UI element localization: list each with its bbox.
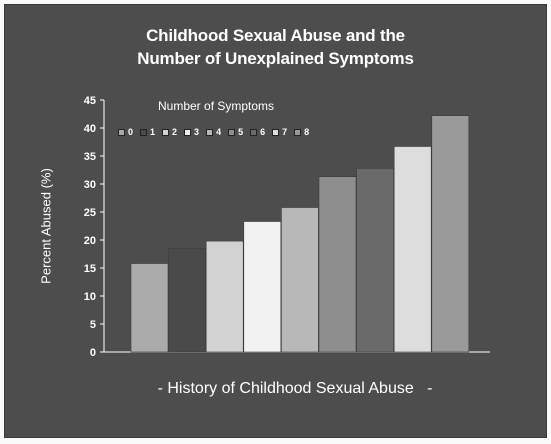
legend-item-2: 2 <box>162 127 177 137</box>
legend-swatch <box>294 128 302 136</box>
legend-item-8: 8 <box>294 127 309 137</box>
legend-label: 4 <box>216 127 222 137</box>
chart-title: Childhood Sexual Abuse and the Number of… <box>0 24 551 70</box>
legend-swatch <box>184 128 192 136</box>
chart-title-line-1: Childhood Sexual Abuse and the <box>146 26 405 45</box>
legend-label: 0 <box>128 127 134 137</box>
legend-swatch <box>118 128 125 136</box>
bar-symptoms-8 <box>431 115 470 353</box>
legend-swatch <box>206 128 214 136</box>
legend-item-3: 3 <box>184 127 199 137</box>
legend-swatch <box>272 128 280 136</box>
bar-symptoms-5 <box>318 176 357 353</box>
bar-symptoms-6 <box>356 168 394 353</box>
y-tick-label: 5 <box>90 319 96 331</box>
y-tick-label: 10 <box>84 291 96 303</box>
legend-label: 1 <box>150 127 156 137</box>
y-tick-label: 20 <box>84 235 96 247</box>
x-axis-label: - History of Childhood Sexual Abuse - <box>157 380 433 397</box>
legend-label: 2 <box>172 127 178 137</box>
y-tick-label: 45 <box>84 95 96 107</box>
y-tick-label: 0 <box>90 347 96 359</box>
legend-label: 5 <box>238 127 244 137</box>
bar-symptoms-3 <box>243 221 282 353</box>
y-tick-label: 30 <box>84 179 96 191</box>
legend-label: 7 <box>282 127 288 137</box>
y-tick-label: 15 <box>84 263 96 275</box>
legend-label: 6 <box>260 127 266 137</box>
legend-swatch <box>228 128 236 136</box>
bar-symptoms-7 <box>393 146 432 353</box>
legend-item-5: 5 <box>228 127 243 137</box>
legend-title: Number of Symptoms <box>158 99 275 113</box>
legend-item-7: 7 <box>272 127 287 137</box>
legend-item-1: 1 <box>140 127 155 137</box>
legend-swatch <box>162 128 170 136</box>
legend-swatch <box>250 128 258 136</box>
bar-symptoms-1 <box>168 248 206 353</box>
legend-item-0: 0 <box>118 127 133 137</box>
y-tick-label: 40 <box>84 123 96 135</box>
legend: 0 1 2 3 4 5 6 7 8 <box>118 127 316 137</box>
legend-label: 8 <box>304 127 310 137</box>
y-tick-label: 35 <box>84 151 96 163</box>
y-tick-label: 25 <box>84 207 96 219</box>
legend-label: 3 <box>194 127 200 137</box>
bar-symptoms-4 <box>281 207 319 353</box>
bar-symptoms-2 <box>205 240 244 353</box>
legend-item-4: 4 <box>206 127 221 137</box>
bar-symptoms-0 <box>130 263 169 353</box>
legend-swatch <box>140 128 148 136</box>
legend-item-6: 6 <box>250 127 265 137</box>
chart-title-line-2: Number of Unexplained Symptoms <box>137 49 414 68</box>
